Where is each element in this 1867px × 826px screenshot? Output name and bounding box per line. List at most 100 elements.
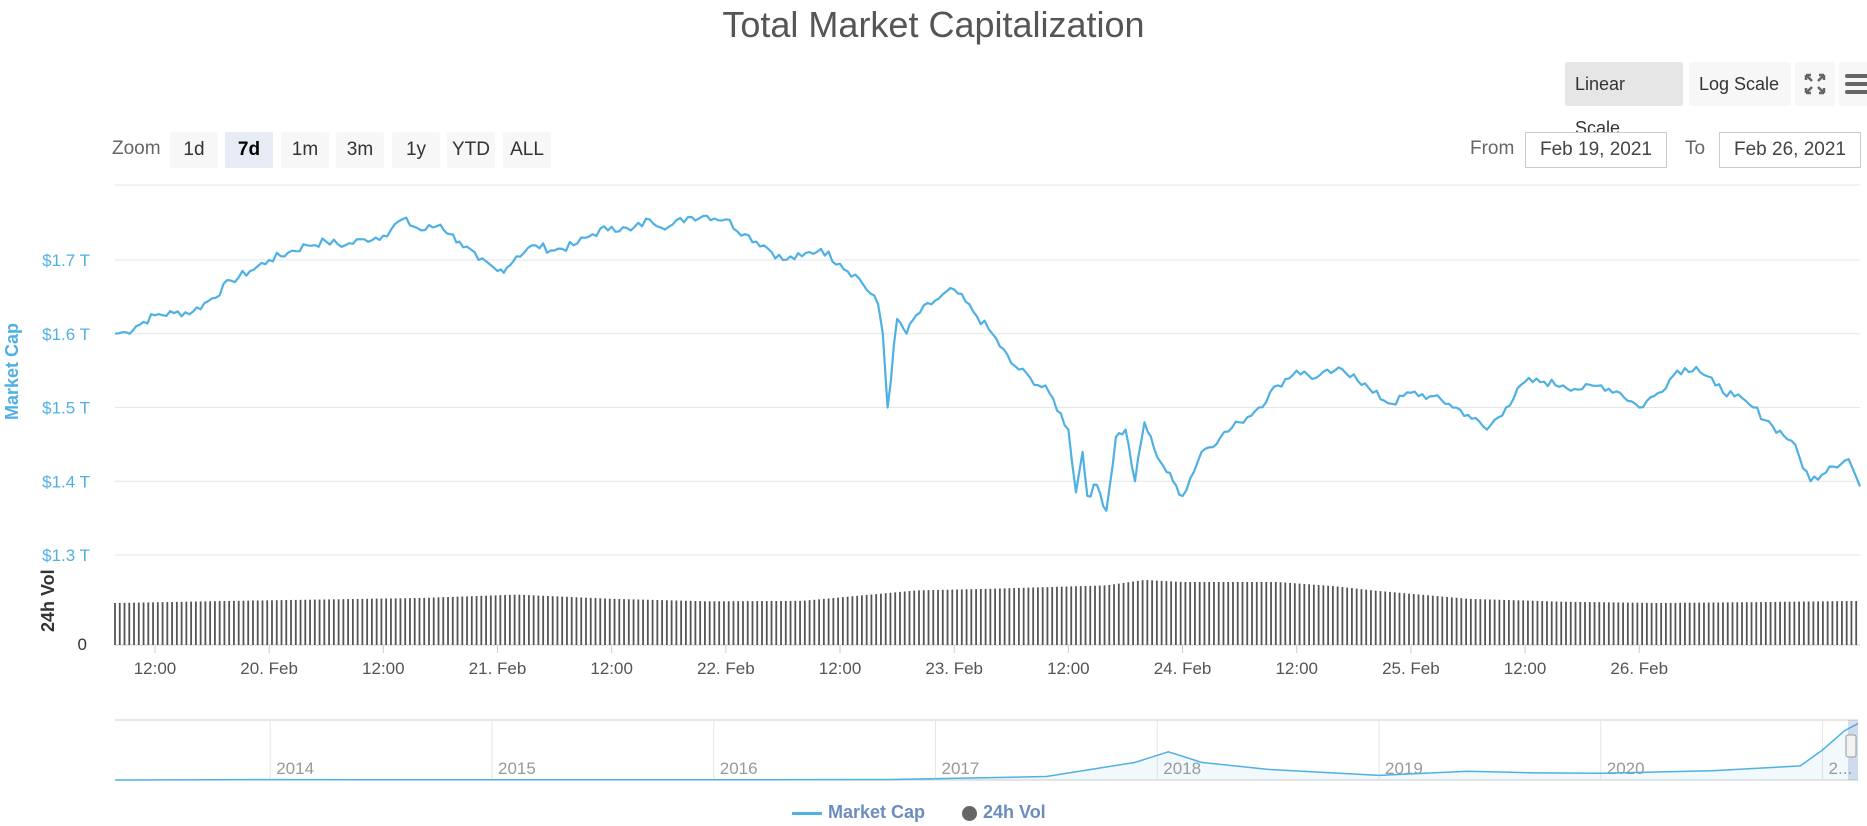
volume-bar [575, 597, 578, 645]
volume-bar [451, 596, 454, 645]
volume-bar [1365, 589, 1368, 645]
volume-bar [266, 600, 269, 645]
volume-bar [960, 589, 963, 645]
volume-bar [428, 597, 430, 645]
volume-bar [518, 594, 521, 645]
volume-bar [1317, 585, 1320, 645]
volume-bar [975, 589, 977, 645]
x-tick-label: 24. Feb [1154, 659, 1212, 678]
zoom-3m-button[interactable]: 3m [336, 132, 384, 168]
volume-bar [1417, 594, 1420, 645]
volume-bar [1603, 602, 1605, 645]
volume-bar [1522, 600, 1525, 645]
volume-bar [437, 597, 440, 645]
volume-bar [1469, 598, 1472, 645]
zoom-label: Zoom [112, 138, 161, 159]
volume-bar [1817, 601, 1820, 645]
volume-bar [770, 601, 773, 645]
volume-bar [932, 590, 935, 645]
volume-bar [390, 598, 392, 645]
zoom-all-button[interactable]: ALL [503, 132, 551, 168]
from-date-input[interactable]: Feb 19, 2021 [1525, 132, 1667, 168]
volume-bar [723, 601, 725, 645]
volume-bar [461, 596, 464, 645]
volume-bar [185, 601, 188, 645]
to-date-input[interactable]: Feb 26, 2021 [1719, 132, 1861, 168]
volume-bar [399, 598, 402, 645]
volume-bar [1289, 582, 1291, 645]
volume-bar [485, 595, 487, 645]
volume-bar [1650, 602, 1653, 645]
volume-bar [1374, 590, 1377, 645]
volume-bar [827, 598, 830, 645]
legend-line-icon [792, 811, 822, 815]
log-scale-button[interactable]: Log Scale [1689, 62, 1791, 106]
volume-bar [175, 601, 178, 645]
volume-bar [661, 600, 663, 645]
x-tick-label: 22. Feb [697, 659, 755, 678]
volume-bar [1084, 585, 1087, 645]
volume-bar [190, 601, 193, 645]
volume-bar [965, 589, 968, 645]
volume-bar [375, 598, 378, 645]
volume-bar [1327, 585, 1330, 645]
volume-bar [941, 589, 944, 645]
legend-24h-vol[interactable]: 24h Vol [962, 802, 1046, 823]
volume-bar [147, 602, 150, 645]
volume-bar [499, 595, 502, 645]
volume-bar [1232, 582, 1234, 645]
zoom-7d-button[interactable]: 7d [225, 132, 273, 168]
legend-market-cap[interactable]: Market Cap [792, 802, 925, 823]
market-cap-chart: $1.3 T $1.4 T $1.5 T $1.6 T $1.7 T 0 12:00 20. … [42, 184, 1862, 781]
zoom-1m-button[interactable]: 1m [281, 132, 329, 168]
x-tick-label: 12:00 [1275, 659, 1318, 678]
volume-bar [1598, 602, 1601, 645]
volume-bar [794, 600, 797, 645]
volume-bar [1550, 601, 1553, 645]
volume-bar [1060, 586, 1063, 645]
volume-bar [756, 601, 759, 645]
volume-bar [299, 599, 302, 645]
volume-bar [1660, 602, 1663, 645]
volume-bar [1431, 595, 1434, 645]
volume-bar [613, 598, 616, 645]
volume-bar [1013, 588, 1016, 645]
zoom-1y-button[interactable]: 1y [392, 132, 440, 168]
volume-bar [323, 599, 326, 645]
volume-bar [1174, 581, 1177, 645]
volume-bar [513, 594, 516, 645]
chart-menu-button[interactable] [1839, 62, 1867, 106]
y-tick-label: $1.5 T [42, 399, 90, 418]
volume-bar [156, 602, 159, 645]
volume-bar [1612, 602, 1615, 645]
zoom-1d-button[interactable]: 1d [170, 132, 218, 168]
volume-bar [1498, 599, 1501, 645]
volume-bar [1379, 591, 1382, 645]
zoom-ytd-button[interactable]: YTD [447, 132, 495, 168]
volume-bar [742, 601, 744, 645]
volume-bar [1831, 601, 1834, 645]
x-tick-label: 21. Feb [469, 659, 527, 678]
volume-bar [380, 598, 383, 645]
volume-bar [727, 601, 730, 645]
volume-bar [475, 596, 478, 645]
market-cap-line [114, 214, 1862, 512]
volume-bar [1179, 581, 1182, 645]
volume-bar [1446, 596, 1448, 645]
linear-scale-button[interactable]: Linear Scale [1565, 62, 1683, 138]
volume-bar [808, 600, 811, 645]
volume-bar [1017, 587, 1020, 645]
volume-bar [470, 596, 473, 645]
navigator-year-label: 2018 [1163, 759, 1201, 778]
volume-bar [1165, 581, 1168, 645]
fullscreen-button[interactable] [1795, 62, 1835, 106]
volume-bar [1441, 596, 1444, 645]
volume-bar [171, 601, 173, 645]
volume-bar [889, 592, 892, 645]
volume-bar [304, 599, 307, 645]
volume-bar [994, 588, 997, 645]
volume-bar [880, 593, 882, 645]
x-tick-label: 12:00 [134, 659, 177, 678]
volume-bar [318, 599, 321, 645]
volume-bar [508, 594, 511, 645]
